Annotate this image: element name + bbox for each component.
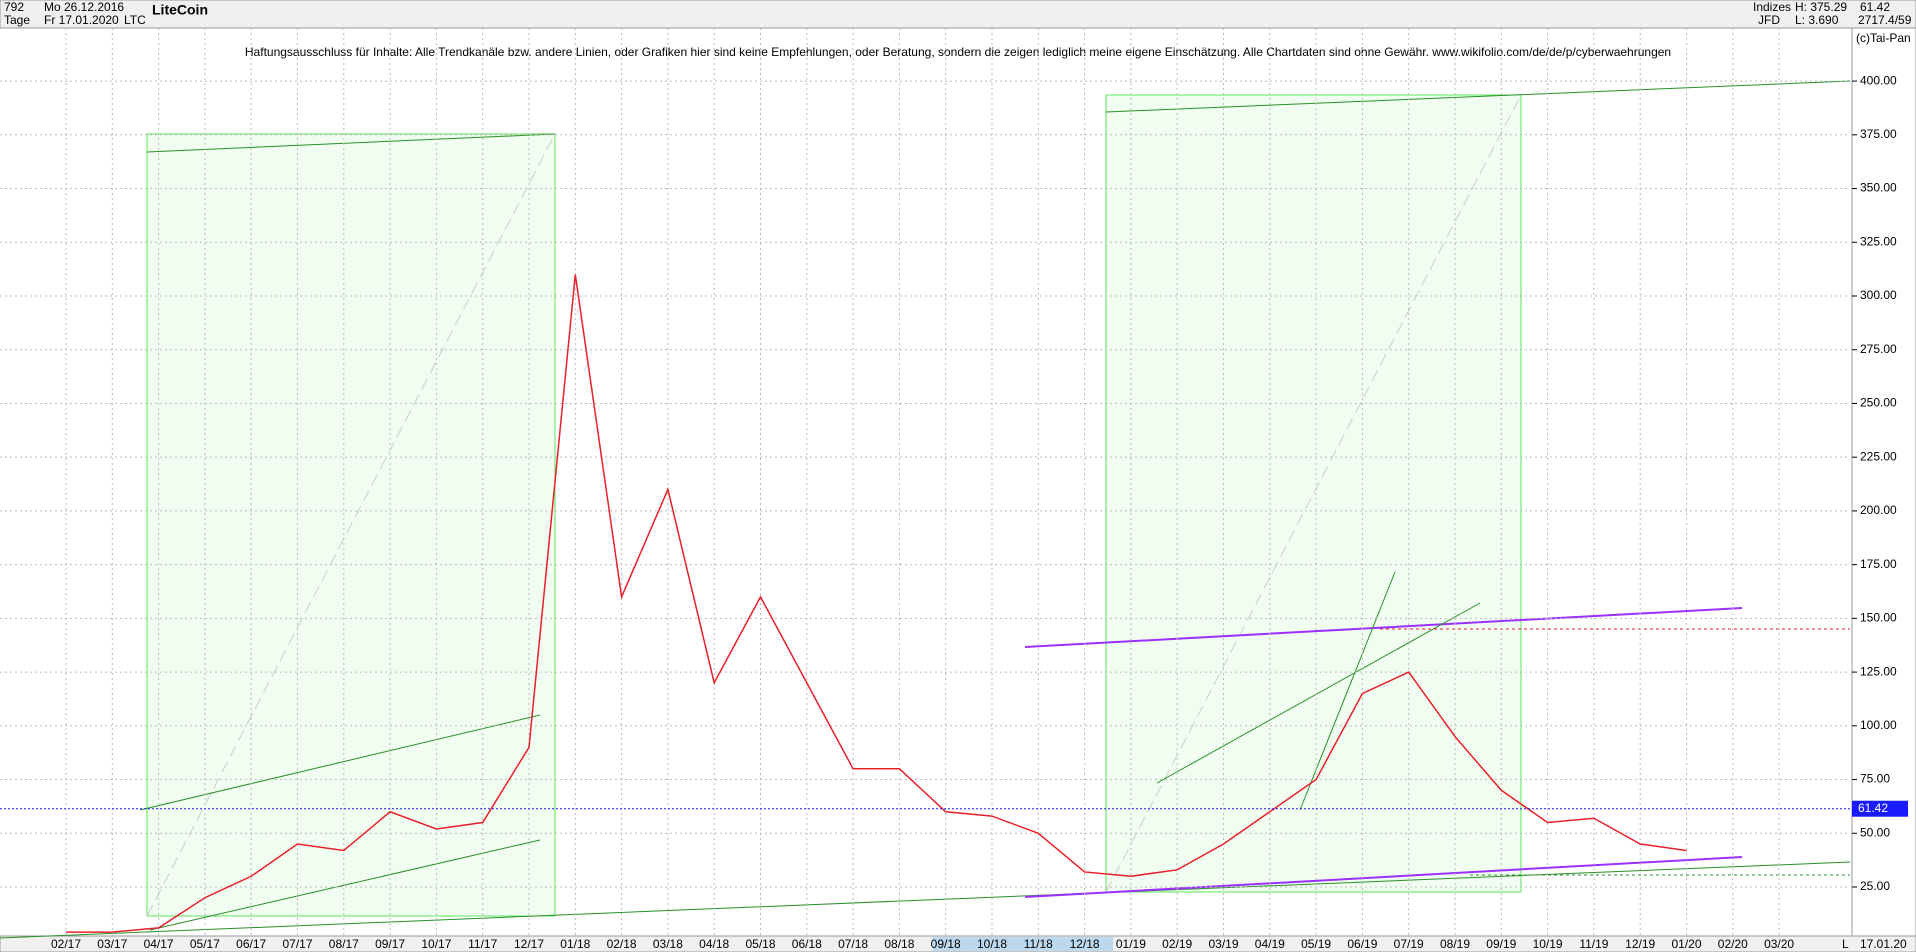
x-tick-label: 12/18 <box>1070 937 1100 951</box>
x-tick-label: 03/18 <box>653 937 683 951</box>
header-bar <box>0 0 1916 29</box>
header-period: Tage <box>4 13 30 27</box>
x-tick-label: 02/20 <box>1718 937 1748 951</box>
y-tick-label: 225.00 <box>1860 449 1897 463</box>
chart-title: LiteCoin <box>152 2 208 18</box>
x-tick-label: 07/17 <box>282 937 312 951</box>
header-group: Indizes <box>1753 0 1791 14</box>
x-tick-label: 02/18 <box>607 937 637 951</box>
price-line <box>66 274 1687 933</box>
x-tick-label: 11/18 <box>1024 937 1053 951</box>
x-tick-label: 05/19 <box>1301 937 1331 951</box>
x-tick-label: 07/19 <box>1394 937 1424 951</box>
x-tick-label: 08/19 <box>1440 937 1470 951</box>
date-label: 17.01.20 <box>1860 937 1907 951</box>
header-low: L: 3.690 <box>1795 13 1839 27</box>
x-tick-label: 05/17 <box>190 937 220 951</box>
last-price-box <box>1852 800 1908 817</box>
drawings <box>0 80 1851 939</box>
header-symbol: LTC <box>124 13 146 27</box>
y-tick-label: 175.00 <box>1860 557 1897 571</box>
y-axis-panel <box>1851 27 1916 937</box>
diagonal <box>1105 94 1522 893</box>
y-tick-label: 125.00 <box>1860 664 1897 678</box>
x-tick-label: 04/19 <box>1255 937 1285 951</box>
trend-line <box>1299 571 1396 811</box>
y-tick-label: 400.00 <box>1860 73 1897 87</box>
x-tick-label: 09/17 <box>375 937 405 951</box>
header-info: 2717.4/59 <box>1858 13 1912 27</box>
x-tick-label: 04/17 <box>144 937 174 951</box>
x-tick-label: 09/18 <box>931 937 961 951</box>
x-tick-label: 04/18 <box>699 937 729 951</box>
y-tick-label: 350.00 <box>1860 181 1897 195</box>
x-tick-label: 12/19 <box>1625 937 1655 951</box>
header-last: 61.42 <box>1860 0 1890 14</box>
y-tick-label: 150.00 <box>1860 611 1897 625</box>
y-tick-label: 325.00 <box>1860 234 1897 248</box>
trend-line <box>0 861 1851 939</box>
x-tick-label: 01/20 <box>1671 937 1701 951</box>
header-count: 792 <box>4 0 24 14</box>
trend-line <box>149 839 541 931</box>
x-tick-label: 08/17 <box>329 937 359 951</box>
x-tick-label: 08/18 <box>884 937 914 951</box>
x-tick-label: 09/19 <box>1486 937 1516 951</box>
x-tick-label: 10/19 <box>1533 937 1563 951</box>
x-tick-label: 03/20 <box>1764 937 1794 951</box>
x-tick-label: 06/17 <box>236 937 266 951</box>
trend-line <box>1024 856 1743 898</box>
diagonal <box>146 133 556 917</box>
x-tick-label: 01/19 <box>1116 937 1146 951</box>
trend-line <box>139 714 541 811</box>
last-price-label: 61.42 <box>1858 801 1888 815</box>
trend-line <box>1156 602 1481 784</box>
trend-line <box>146 133 556 153</box>
x-tick-label: 05/18 <box>745 937 775 951</box>
x-tick-label: 07/18 <box>838 937 868 951</box>
trend-line <box>1024 607 1743 648</box>
x-tick-label: 06/19 <box>1347 937 1377 951</box>
x-tick-label: 02/19 <box>1162 937 1192 951</box>
x-tick-label: 02/17 <box>51 937 81 951</box>
y-tick-label: 200.00 <box>1860 503 1897 517</box>
y-tick-label: 25.00 <box>1860 879 1890 893</box>
header-source: JFD <box>1758 13 1780 27</box>
header-start: Mo 26.12.2016 <box>44 0 124 14</box>
header-end: Fr 17.01.2020 <box>44 13 119 27</box>
header-high: H: 375.29 <box>1795 0 1847 14</box>
trend-line <box>1105 80 1851 113</box>
x-tick-label: 03/19 <box>1208 937 1238 951</box>
x-tick-label: 10/18 <box>977 937 1007 951</box>
x-tick-label: 11/17 <box>468 937 497 951</box>
copyright: (c)Tai-Pan <box>1856 31 1911 45</box>
x-tick-label: 11/19 <box>1579 937 1608 951</box>
scale-mode: L <box>1842 937 1849 951</box>
y-tick-label: 50.00 <box>1860 825 1890 839</box>
y-tick-label: 75.00 <box>1860 772 1890 786</box>
y-tick-label: 100.00 <box>1860 718 1897 732</box>
x-tick-label: 10/17 <box>421 937 451 951</box>
y-tick-label: 250.00 <box>1860 396 1897 410</box>
y-tick-label: 375.00 <box>1860 127 1897 141</box>
y-tick-label: 300.00 <box>1860 288 1897 302</box>
x-tick-label: 01/18 <box>560 937 590 951</box>
x-tick-label: 03/17 <box>97 937 127 951</box>
x-axis-highlight <box>933 937 1113 951</box>
disclaimer: Haftungsausschluss für Inhalte: Alle Tre… <box>245 45 1671 59</box>
x-tick-label: 12/17 <box>514 937 544 951</box>
y-tick-label: 275.00 <box>1860 342 1897 356</box>
x-tick-label: 06/18 <box>792 937 822 951</box>
